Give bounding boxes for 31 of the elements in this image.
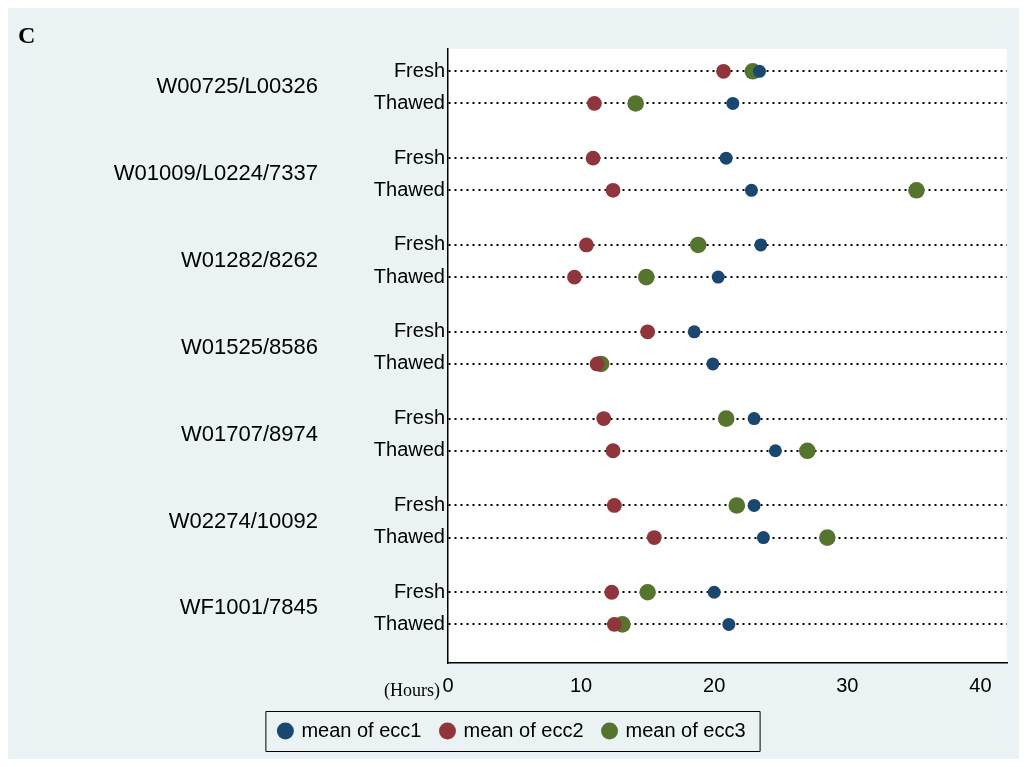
- legend-label: mean of ecc2: [463, 718, 584, 741]
- x-axis-title: (Hours): [384, 679, 440, 701]
- text: WF1001/7845: [179, 594, 318, 620]
- y-tick-label: Fresh: [393, 492, 445, 515]
- y-tick-label: Fresh: [393, 58, 445, 81]
- text: W00725/L00326: [156, 73, 318, 99]
- y-tick-label: Thawed: [373, 438, 445, 461]
- y-tick-label: Thawed: [373, 525, 445, 548]
- x-tick-label: 40: [969, 673, 992, 696]
- y-tick-label: Thawed: [373, 177, 445, 200]
- y-tick-label: Thawed: [373, 264, 445, 287]
- text: W01707/8974: [181, 420, 318, 446]
- x-tick-label: 30: [836, 673, 859, 696]
- x-tick-label: 20: [703, 673, 726, 696]
- y-tick-label: Thawed: [373, 611, 445, 634]
- y-tick-label: Fresh: [393, 232, 445, 255]
- y-tick-label: Fresh: [393, 319, 445, 342]
- y-tick-label: Thawed: [373, 351, 445, 374]
- text: W01282/8262: [181, 247, 318, 273]
- y-tick-label: Fresh: [393, 145, 445, 168]
- legend-label: mean of ecc3: [625, 718, 746, 741]
- text: W01009/L0224/7337: [113, 160, 318, 186]
- x-tick-label: 10: [569, 673, 593, 696]
- text: W01525/8586: [181, 333, 318, 359]
- y-tick-label: Fresh: [393, 406, 445, 429]
- x-tick-label: 0: [442, 673, 454, 696]
- legend-label: mean of ecc1: [301, 718, 422, 741]
- y-tick-label: Fresh: [393, 579, 445, 602]
- text: C: [18, 21, 36, 48]
- text: W02274/10092: [168, 507, 318, 533]
- y-tick-label: Thawed: [373, 90, 445, 113]
